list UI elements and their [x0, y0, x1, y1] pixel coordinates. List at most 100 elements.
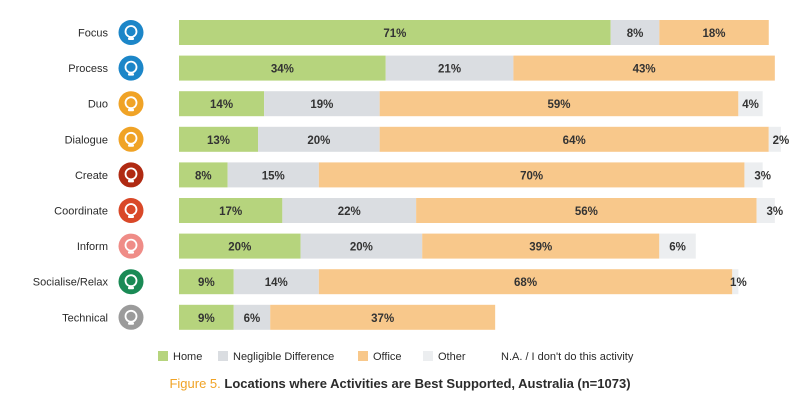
coordinate-icon-glyph [124, 203, 138, 216]
bar-create-other [744, 162, 763, 188]
legend-label-office: Office [373, 351, 402, 363]
data-label-focus-negligible-difference: 8% [627, 28, 644, 40]
figure-caption: Figure 5. Locations where Activities are… [0, 376, 800, 391]
bar-duo-home [179, 91, 265, 117]
bar-duo-other [738, 91, 763, 117]
technical-icon [118, 304, 144, 330]
data-label-coordinate-negligible-difference: 22% [338, 206, 361, 218]
bar-socialise-relax-office [318, 269, 733, 295]
bar-create-negligible-difference [227, 162, 319, 188]
category-labels: Focus Process Duo Dialogue Create Coordinate I… [33, 28, 109, 325]
technical-icon-base [128, 322, 134, 325]
data-label-duo-other: 4% [742, 99, 759, 111]
data-label-create-office: 70% [520, 170, 543, 182]
dialogue-icon [118, 126, 144, 152]
bar-socialise-relax-home [179, 269, 234, 295]
category-label-focus: Focus [78, 28, 108, 40]
create-icon-base [128, 179, 134, 183]
figure-label: Figure 5. [169, 376, 221, 391]
data-label-dialogue-negligible-difference: 20% [307, 135, 330, 147]
focus-icon-base [128, 37, 134, 40]
bar-technical-negligible-difference [233, 304, 271, 330]
dialogue-icon-base [128, 144, 134, 147]
legend: Home Negligible Difference Office Other N.A.… [158, 351, 634, 363]
socialise-icon [118, 269, 144, 295]
inform-icon-circle [118, 233, 144, 259]
data-label-duo-home: 14% [210, 99, 233, 111]
data-label-coordinate-office: 56% [575, 206, 598, 218]
focus-icon [118, 20, 144, 45]
bar-dialogue-other [768, 126, 781, 152]
data-label-inform-office: 39% [529, 242, 552, 254]
inform-icon [118, 233, 144, 259]
legend-swatch-office [358, 351, 368, 361]
legend-swatch-other [423, 351, 433, 361]
data-label-inform-negligible-difference: 20% [350, 242, 373, 254]
data-label-inform-other: 6% [669, 242, 686, 254]
data-label-dialogue-home: 13% [207, 135, 230, 147]
bar-focus-negligible-difference [610, 20, 660, 45]
bar-inform-other [659, 233, 696, 259]
data-label-create-home: 8% [195, 170, 212, 182]
legend-swatch-home [158, 351, 168, 361]
category-label-coordinate: Coordinate [54, 206, 108, 218]
dialogue-icon-glyph [124, 131, 138, 145]
bar-create-office [318, 162, 745, 188]
data-label-process-home: 34% [271, 64, 294, 76]
duo-icon [118, 91, 144, 117]
create-icon-glyph [124, 167, 138, 181]
process-icon-circle [118, 55, 144, 81]
data-label-technical-office: 37% [371, 313, 394, 325]
data-label-socialise-relax-other: 1% [730, 277, 747, 289]
bar-dialogue-home [179, 126, 259, 152]
data-label-process-office: 43% [633, 64, 656, 76]
process-icon [118, 55, 144, 81]
duo-icon-circle [118, 91, 144, 117]
data-label-technical-home: 9% [198, 313, 215, 325]
bar-coordinate-home [179, 198, 283, 223]
data-label-socialise-relax-home: 9% [198, 277, 215, 289]
bar-inform-office [422, 233, 660, 259]
data-label-process-negligible-difference: 21% [438, 64, 461, 76]
data-label-socialise-relax-office: 68% [514, 277, 537, 289]
dialogue-icon-circle [118, 126, 144, 152]
data-label-dialogue-other: 2% [773, 135, 790, 147]
focus-icon-glyph [124, 25, 138, 38]
legend-swatch-negligible-difference [218, 351, 228, 361]
category-label-dialogue: Dialogue [65, 134, 108, 146]
category-label-socialise-relax: Socialise/Relax [33, 277, 109, 289]
bar-technical-home [179, 304, 234, 330]
data-label-coordinate-other: 3% [767, 206, 784, 218]
bar-coordinate-office [416, 198, 757, 223]
category-label-inform: Inform [77, 241, 108, 253]
process-icon-glyph [124, 60, 138, 74]
data-label-create-negligible-difference: 15% [262, 170, 285, 182]
duo-icon-base [128, 108, 134, 112]
data-label-socialise-relax-negligible-difference: 14% [265, 277, 288, 289]
data-label-create-other: 3% [754, 170, 771, 182]
bar-inform-home [179, 233, 301, 259]
bar-process-office [513, 55, 775, 81]
data-label-coordinate-home: 17% [219, 206, 242, 218]
coordinate-icon-circle [118, 198, 144, 223]
create-icon [118, 162, 144, 188]
category-icons [118, 20, 144, 330]
category-label-technical: Technical [62, 312, 108, 324]
bar-technical-office [270, 304, 496, 330]
bar-socialise-relax-negligible-difference [233, 269, 319, 295]
bars-layer: 71% 8% 18% 34% 21% 43% 14% 19% 59% 4% 13% 20% 64% 2% 8… [179, 20, 789, 330]
coordinate-icon [118, 198, 144, 223]
data-label-dialogue-office: 64% [563, 135, 586, 147]
legend-label-negligible-difference: Negligible Difference [233, 351, 334, 363]
category-label-process: Process [68, 63, 108, 75]
bar-dialogue-negligible-difference [258, 126, 380, 152]
process-icon-base [128, 73, 134, 76]
inform-icon-base [128, 251, 134, 254]
socialise-icon-glyph [124, 274, 138, 288]
bar-coordinate-negligible-difference [282, 198, 417, 223]
bar-focus-home [179, 20, 611, 45]
data-label-inform-home: 20% [228, 242, 251, 254]
legend-label-na: N.A. / I don't do this activity [501, 351, 634, 363]
technical-icon-glyph [124, 309, 138, 323]
bar-process-negligible-difference [385, 55, 514, 81]
